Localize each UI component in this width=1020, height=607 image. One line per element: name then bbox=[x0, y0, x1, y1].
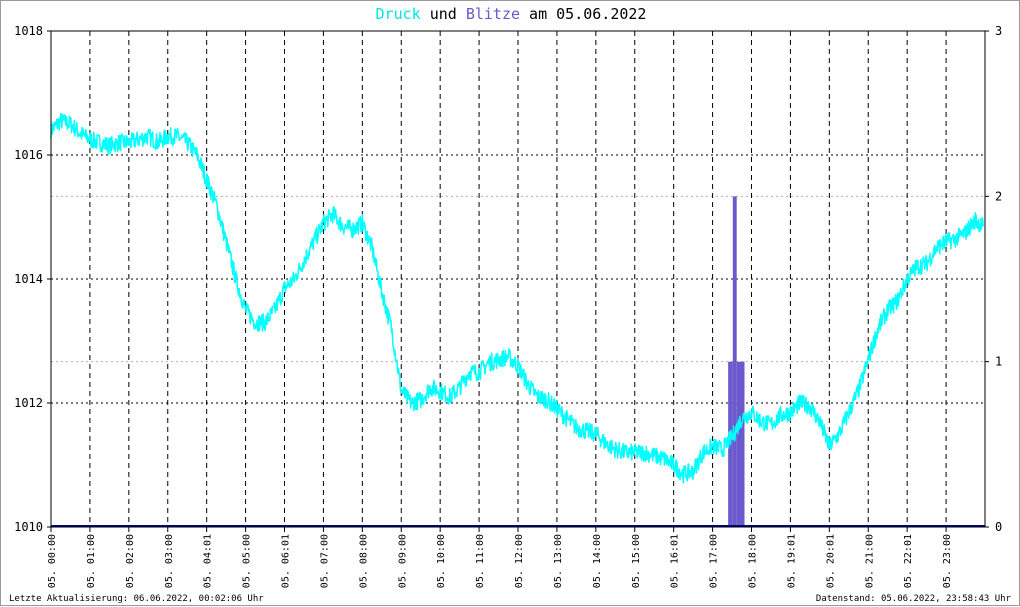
x-tick-label: 05. 20:01 bbox=[825, 534, 836, 588]
y-left-tick-label: 1018 bbox=[14, 24, 43, 38]
y-left-tick-label: 1014 bbox=[14, 272, 43, 286]
y-right-tick-label: 3 bbox=[995, 24, 1002, 38]
x-tick-label: 05. 13:00 bbox=[553, 534, 564, 588]
pressure-line bbox=[50, 112, 984, 484]
x-tick-label: 05. 08:00 bbox=[358, 534, 369, 588]
x-tick-label: 05. 02:00 bbox=[125, 534, 136, 588]
x-tick-label: 05. 05:00 bbox=[242, 534, 253, 588]
x-tick-label: 05. 22:01 bbox=[903, 534, 914, 588]
y-left-tick-label: 1012 bbox=[14, 396, 43, 410]
lightning-bar bbox=[736, 361, 745, 527]
x-tick-label: 05. 16:01 bbox=[670, 534, 681, 588]
x-tick-label: 05. 19:01 bbox=[786, 534, 797, 588]
x-tick-label: 05. 23:00 bbox=[942, 534, 953, 588]
x-tick-label: 05. 06:01 bbox=[281, 534, 292, 588]
x-tick-label: 05. 04:01 bbox=[203, 534, 214, 588]
x-tick-label: 05. 11:00 bbox=[475, 534, 486, 588]
x-tick-label: 05. 10:00 bbox=[436, 534, 447, 588]
y-right-tick-label: 1 bbox=[995, 355, 1002, 369]
plot-border bbox=[50, 30, 986, 528]
x-tick-label: 05. 14:00 bbox=[592, 534, 603, 588]
y-right-tick-label: 2 bbox=[995, 189, 1002, 203]
title-blitze: Blitze bbox=[465, 5, 521, 23]
y-left-tick-label: 1010 bbox=[14, 520, 43, 534]
footer-data-status: Datenstand: 05.06.2022, 23:58:43 Uhr bbox=[815, 594, 1011, 604]
x-tick-label: 05. 15:00 bbox=[631, 534, 642, 588]
chart-title: Druck und Blitze am 05.06.2022 bbox=[1, 5, 1020, 23]
y-right-tick-label: 0 bbox=[995, 520, 1002, 534]
title-und: und bbox=[420, 5, 466, 23]
y-left-tick-label: 1016 bbox=[14, 148, 43, 162]
x-tick-label: 05. 09:00 bbox=[397, 534, 408, 588]
lightning-bar bbox=[732, 196, 737, 528]
title-rest: am 05.06.2022 bbox=[520, 5, 647, 23]
x-tick-label: 05. 12:00 bbox=[514, 534, 525, 588]
title-druck: Druck bbox=[375, 5, 421, 23]
x-tick-label: 05. 17:00 bbox=[709, 534, 720, 588]
footer-last-update: Letzte Aktualisierung: 06.06.2022, 00:02… bbox=[9, 594, 264, 604]
x-tick-label: 05. 03:00 bbox=[164, 534, 175, 588]
x-tick-label: 05. 18:00 bbox=[748, 534, 759, 588]
x-tick-label: 05. 21:00 bbox=[864, 534, 875, 588]
x-tick-label: 05. 07:00 bbox=[319, 534, 330, 588]
x-tick-label: 05. 01:00 bbox=[86, 534, 97, 588]
x-tick-label: 05. 00:00 bbox=[47, 534, 58, 588]
